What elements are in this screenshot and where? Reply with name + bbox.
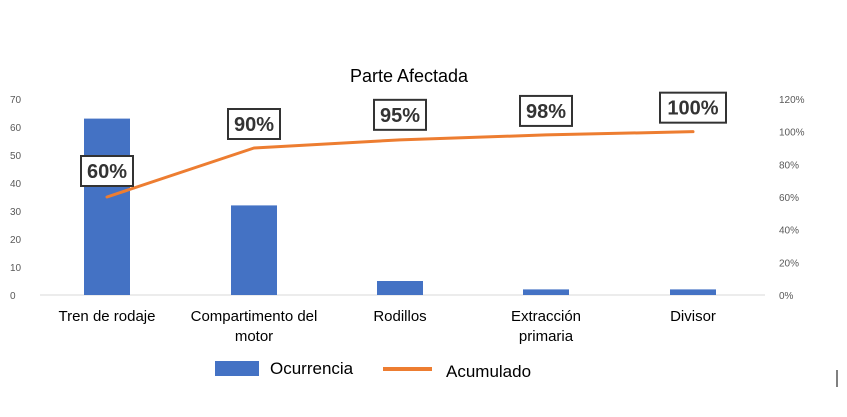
left-tick-label: 40 bbox=[10, 179, 22, 190]
data-label-text: 60% bbox=[87, 161, 127, 183]
left-tick-label: 10 bbox=[10, 263, 22, 274]
right-axis: 0% 20% 40% 60% 80% 100% 120% bbox=[779, 95, 805, 302]
category-label-line: primaria bbox=[519, 328, 574, 345]
category-label: Tren de rodaje bbox=[58, 308, 155, 325]
category-label: Extracción primaria bbox=[511, 308, 581, 345]
right-tick-label: 60% bbox=[779, 193, 799, 204]
left-tick-label: 20 bbox=[10, 235, 22, 246]
right-tick-label: 100% bbox=[779, 128, 805, 139]
bar bbox=[523, 289, 569, 295]
cumulative-line bbox=[105, 130, 695, 199]
left-axis: 0 10 20 30 40 50 60 70 bbox=[10, 95, 22, 302]
data-label-box bbox=[373, 98, 427, 131]
data-label-box bbox=[80, 155, 134, 187]
data-label-text: 95% bbox=[380, 105, 420, 127]
legend-label-acumulado: Acumulado bbox=[446, 362, 531, 381]
right-tick-label: 120% bbox=[779, 95, 805, 106]
legend-swatch-ocurrencia bbox=[215, 361, 259, 376]
data-label: 90% bbox=[227, 108, 281, 140]
category-label: Divisor bbox=[670, 308, 716, 325]
left-tick-label: 60 bbox=[10, 123, 22, 134]
chart-title: Parte Afectada bbox=[350, 66, 469, 86]
category-label-line: Extracción bbox=[511, 308, 581, 325]
right-tick-label: 0% bbox=[779, 291, 794, 302]
data-label-text: 98% bbox=[526, 101, 566, 123]
legend-label-ocurrencia: Ocurrencia bbox=[270, 359, 354, 378]
bars bbox=[84, 118, 716, 295]
data-label-box bbox=[659, 91, 727, 124]
category-label-line: Divisor bbox=[670, 308, 716, 325]
category-label-line: Rodillos bbox=[373, 308, 426, 325]
right-tick-label: 40% bbox=[779, 226, 799, 237]
bar bbox=[670, 289, 716, 295]
left-tick-label: 70 bbox=[10, 95, 22, 106]
data-label: 98% bbox=[519, 94, 573, 127]
category-labels: Tren de rodaje Compartimento del motor Rodi… bbox=[58, 308, 715, 345]
category-label: Compartimento del motor bbox=[191, 308, 318, 345]
category-label-line: Tren de rodaje bbox=[58, 308, 155, 325]
bar bbox=[84, 118, 130, 295]
data-labels: 60% 90% 95% 98% 100% bbox=[80, 91, 727, 187]
data-label-box bbox=[519, 94, 573, 127]
category-label-line: motor bbox=[235, 328, 273, 345]
line-series-path bbox=[105, 130, 695, 199]
data-label-box bbox=[227, 108, 281, 140]
data-label-text: 90% bbox=[234, 114, 274, 136]
right-tick-label: 80% bbox=[779, 160, 799, 171]
left-tick-label: 50 bbox=[10, 151, 22, 162]
left-tick-label: 30 bbox=[10, 207, 22, 218]
data-label: 60% bbox=[80, 155, 134, 187]
legend: Ocurrencia Acumulado bbox=[215, 359, 531, 381]
category-label: Rodillos bbox=[373, 308, 426, 325]
right-tick-label: 20% bbox=[779, 258, 799, 269]
category-label-line: Compartimento del bbox=[191, 308, 318, 325]
data-label: 100% bbox=[659, 91, 727, 124]
data-label-text: 100% bbox=[667, 98, 718, 120]
left-tick-label: 0 bbox=[10, 291, 16, 302]
bar bbox=[377, 281, 423, 295]
bar bbox=[231, 205, 277, 295]
data-label: 95% bbox=[373, 98, 427, 131]
